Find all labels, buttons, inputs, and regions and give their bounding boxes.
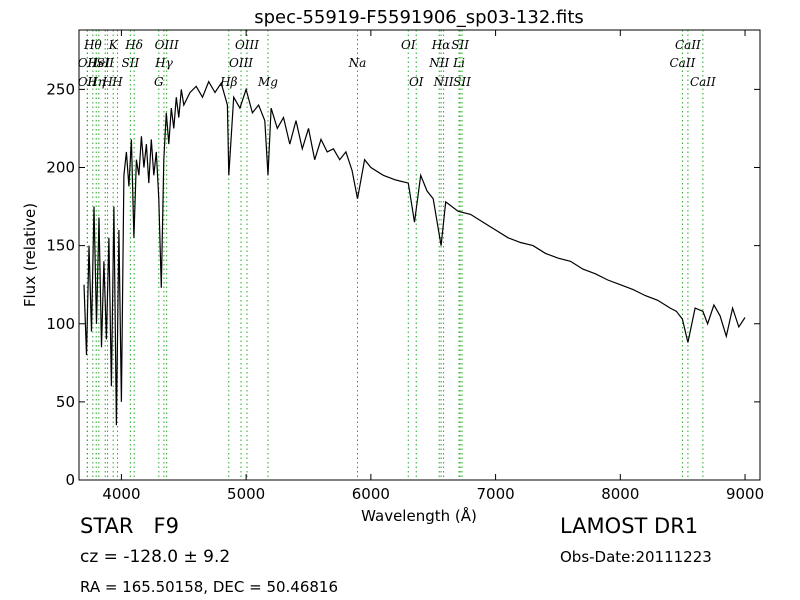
spectral-line-label: Li — [452, 56, 465, 70]
spectral-line-label: OI — [409, 75, 424, 89]
x-tick-label: 9000 — [726, 485, 764, 503]
spectral-line-label: Mg — [257, 75, 278, 89]
spectral-line-label: OII — [78, 75, 98, 89]
spectral-line-label: OI — [401, 38, 416, 52]
x-axis-label: Wavelength (Å) — [361, 506, 477, 525]
y-tick-label: 0 — [65, 471, 75, 489]
spectral-line-label: SII — [96, 56, 114, 70]
x-tick-label: 5000 — [227, 485, 265, 503]
x-tick-label: 7000 — [476, 485, 514, 503]
spectral-line-label: Na — [348, 56, 367, 70]
survey-name: LAMOST DR1 — [560, 514, 699, 538]
spectral-line-label: Hα — [431, 38, 451, 52]
spectral-line-label: Hβ — [219, 75, 237, 89]
y-axis-ticks: 0 50 100 150 200 250 — [46, 80, 760, 489]
x-axis-ticks: 4000 5000 6000 7000 8000 9000 — [102, 30, 764, 503]
spectral-line-label: Hη — [86, 75, 105, 89]
spectral-line-label: G — [154, 75, 164, 89]
spectral-line-label: CaII — [670, 56, 696, 70]
spectral-line-label: Hθ — [83, 38, 102, 52]
y-tick-label: 50 — [56, 393, 75, 411]
spectrum-series-line — [83, 80, 746, 426]
y-tick-label: 250 — [46, 80, 75, 98]
spectral-line-label: SII — [122, 56, 140, 70]
chart-title: spec-55919-F5591906_sp03-132.fits — [254, 7, 584, 28]
spectral-line-label: OIII — [229, 56, 253, 70]
observation-date: Obs-Date:20111223 — [560, 548, 712, 566]
spectral-line-label: NII — [433, 75, 454, 89]
spectral-line-label: CaII — [675, 38, 701, 52]
spectral-line-labels: OIIOIIHθHηHeISIIHKHHδSIIGHγOIIIHβOIIIOII… — [78, 38, 716, 89]
y-axis-label: Flux (relative) — [21, 203, 39, 307]
ra-dec: RA = 165.50158, DEC = 50.46816 — [80, 578, 339, 596]
spectral-line-label: SII — [451, 38, 469, 52]
spectral-line-label: OIII — [155, 38, 179, 52]
x-tick-label: 8000 — [601, 485, 639, 503]
spectral-line-label: SII — [453, 75, 471, 89]
spectral-line-label: OIII — [235, 38, 259, 52]
y-tick-label: 100 — [46, 315, 75, 333]
spectral-line-label: H — [101, 75, 113, 89]
spectral-line-markers — [86, 30, 704, 480]
spectral-line-label: K — [108, 38, 119, 52]
object-subclass-value: F9 — [153, 514, 179, 538]
y-tick-label: 150 — [46, 237, 75, 255]
x-tick-label: 4000 — [102, 485, 140, 503]
x-tick-label: 6000 — [352, 485, 390, 503]
plot-frame — [78, 29, 761, 481]
spectral-line-label: NII — [428, 56, 449, 70]
object-class-value: STAR — [80, 514, 134, 538]
spectral-line-label: Hγ — [154, 56, 173, 70]
spectral-line-label: Hδ — [124, 38, 143, 52]
spectral-line-label: OII — [78, 56, 98, 70]
spectral-line-label: H — [111, 75, 123, 89]
spectral-line-label: HeI — [87, 56, 111, 70]
spectral-line-label: CaII — [690, 75, 716, 89]
redshift-cz: cz = -128.0 ± 9.2 — [80, 547, 231, 567]
y-tick-label: 200 — [46, 159, 75, 177]
object-class: STAR F9 — [80, 514, 179, 538]
